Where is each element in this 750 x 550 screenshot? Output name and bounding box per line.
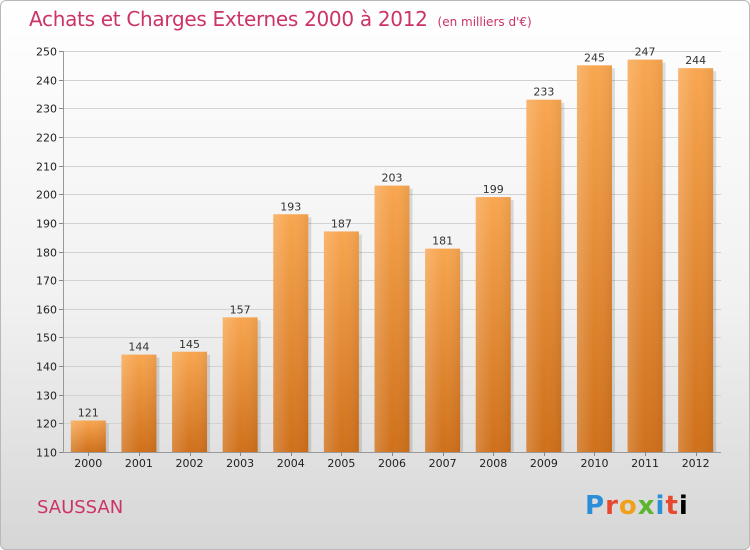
x-tick-label: 2000: [74, 457, 102, 470]
y-tick-label: 160: [36, 304, 57, 317]
x-tick-label: 2006: [378, 457, 406, 470]
x-tick-label: 2002: [176, 457, 204, 470]
y-tick-label: 250: [36, 46, 57, 59]
y-tick-label: 140: [36, 361, 57, 374]
data-label: 199: [483, 183, 504, 196]
bar-highlight: [425, 248, 461, 452]
x-tick-label: 2010: [580, 457, 608, 470]
y-tick-label: 240: [36, 75, 57, 88]
y-tick-label: 130: [36, 390, 57, 403]
x-tick-label: 2001: [125, 457, 153, 470]
proxiti-logo: Proxiti: [585, 491, 689, 521]
bar-highlight: [576, 65, 612, 453]
bar-highlight: [678, 68, 714, 452]
logo-letter: P: [585, 491, 606, 521]
x-tick-label: 2005: [327, 457, 355, 470]
x-tick-label: 2009: [530, 457, 558, 470]
chart-title: Achats et Charges Externes 2000 à 2012 (e…: [29, 7, 532, 31]
logo-letter: i: [655, 491, 666, 521]
bar-highlight: [172, 351, 208, 452]
logo-letter: i: [678, 491, 689, 521]
data-label: 247: [635, 46, 656, 59]
chart-title-text: Achats et Charges Externes 2000 à 2012: [29, 7, 428, 31]
data-label: 233: [533, 86, 554, 99]
logo-letter: x: [637, 491, 656, 521]
labels: 110 120 130 140 150 160 170 180 190 200 210 220 230 2…: [36, 46, 710, 471]
bar-highlight: [70, 420, 106, 452]
data-label: 121: [78, 406, 99, 419]
bars: [70, 59, 717, 453]
data-label: 145: [179, 338, 200, 351]
y-tick-label: 220: [36, 132, 57, 145]
bar-highlight: [121, 354, 157, 452]
y-tick-label: 170: [36, 275, 57, 288]
y-tick-label: 150: [36, 332, 57, 345]
y-tick-label: 190: [36, 218, 57, 231]
logo-letter: r: [605, 491, 619, 521]
data-label: 193: [280, 200, 301, 213]
y-tick-label: 200: [36, 189, 57, 202]
y-tick-label: 230: [36, 103, 57, 116]
bar-highlight: [475, 197, 511, 452]
logo-letter: t: [665, 491, 679, 521]
data-label: 144: [128, 341, 149, 354]
logo-letter: o: [618, 491, 638, 521]
y-tick-label: 180: [36, 247, 57, 260]
data-label: 244: [685, 54, 706, 67]
x-tick-label: 2007: [429, 457, 457, 470]
x-tick-label: 2008: [479, 457, 507, 470]
axes: [59, 51, 721, 456]
bar-highlight: [374, 185, 410, 452]
x-tick-label: 2004: [277, 457, 305, 470]
data-label: 187: [331, 217, 352, 230]
bar-highlight: [323, 231, 359, 452]
bar-highlight: [627, 59, 663, 452]
data-label: 181: [432, 235, 453, 248]
x-tick-label: 2003: [226, 457, 254, 470]
x-tick-label: 2011: [631, 457, 659, 470]
y-tick-label: 120: [36, 418, 57, 431]
commune-name: SAUSSAN: [37, 497, 124, 518]
bar-highlight: [273, 214, 309, 452]
data-label: 203: [382, 172, 403, 185]
x-tick-label: 2012: [682, 457, 710, 470]
y-tick-label: 110: [36, 447, 57, 460]
data-label: 157: [230, 303, 251, 316]
chart-subtitle: (en milliers d'€): [437, 15, 532, 29]
bar-highlight: [222, 317, 258, 452]
bar-highlight: [526, 99, 562, 452]
y-tick-label: 210: [36, 161, 57, 174]
data-label: 245: [584, 51, 605, 64]
